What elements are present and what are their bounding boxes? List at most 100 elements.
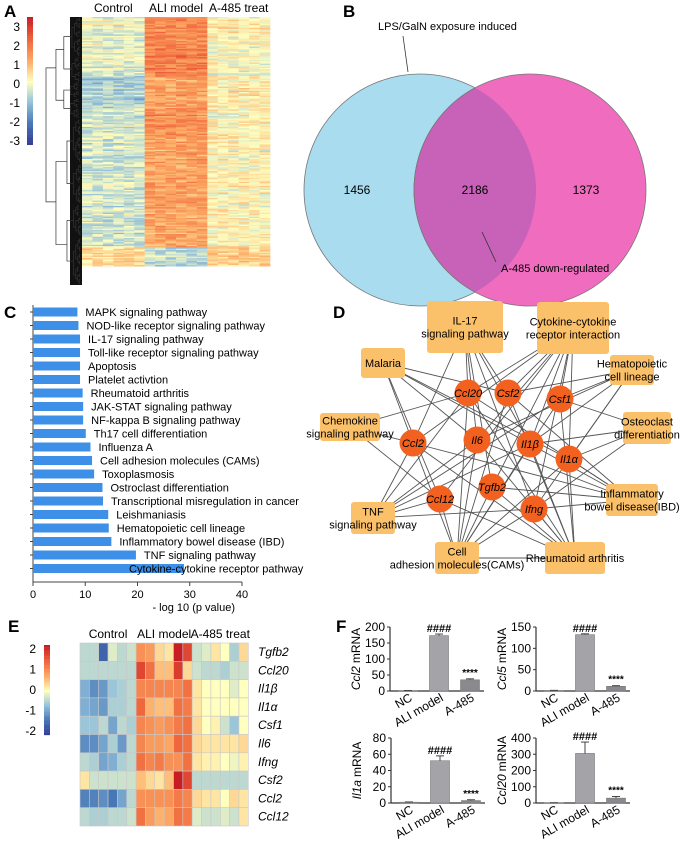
heatmap-cell <box>238 215 250 217</box>
gene-node-Csf1[interactable]: Csf1 <box>546 385 574 413</box>
heatmap-cell <box>228 251 239 254</box>
gene-node-Ccl12[interactable]: Ccl12 <box>426 485 454 513</box>
heatmap-cell <box>92 256 104 259</box>
heatmap-cell <box>259 23 271 26</box>
heatmap-cell <box>82 63 93 66</box>
gene-node-Ccl2[interactable]: Ccl2 <box>399 429 427 457</box>
heatmap-cell <box>207 228 219 231</box>
gene-node-Tgfb2[interactable]: Tgfb2 <box>478 473 506 501</box>
heatmap-cell <box>92 165 104 168</box>
heatmap-cell <box>259 128 271 130</box>
heatmap-cell <box>155 236 166 239</box>
pathway-node-malaria[interactable]: Malaria <box>361 348 405 378</box>
heatmap-cell <box>135 642 146 662</box>
gene-node-Ccl20[interactable]: Ccl20 <box>454 379 483 407</box>
heatmap-cell <box>113 118 125 121</box>
heatmap-cell <box>155 69 166 71</box>
heatmap-cell <box>155 215 166 217</box>
heatmap-cell <box>155 120 166 122</box>
gene-node-Ifng[interactable]: Ifng <box>520 495 548 523</box>
heatmap-cell <box>238 104 250 106</box>
heatmap-cell <box>259 50 271 53</box>
dendrogram-branch <box>77 152 80 160</box>
heatmap-cell <box>82 77 93 79</box>
heatmap-cell <box>196 116 208 118</box>
heatmap-cell <box>191 734 202 754</box>
bar-label: Inflammatory bowel disease (IBD) <box>119 537 284 549</box>
heatmap-cell <box>144 259 156 262</box>
gene-node-Il1a[interactable]: Il1α <box>555 445 583 473</box>
heatmap-cell <box>217 231 229 234</box>
heatmap-cell <box>217 27 229 30</box>
heatmap-cell <box>82 239 93 242</box>
pathway-node-ra[interactable]: Rheumatoid arthritis <box>526 542 625 574</box>
gene-node-Csf2[interactable]: Csf2 <box>494 379 522 407</box>
heatmap-cell <box>186 112 198 114</box>
heatmap-cell <box>207 65 219 67</box>
heatmap-cell <box>144 59 156 62</box>
heatmap-cell <box>165 183 177 185</box>
gene-node-Il6[interactable]: Il6 <box>463 426 491 454</box>
heatmap-cell <box>92 112 104 114</box>
heatmap-cell <box>113 84 125 86</box>
heatmap-cell <box>238 181 250 184</box>
heatmap-cell <box>217 159 229 161</box>
bar-label: Toxoplasmosis <box>102 469 175 481</box>
y-axis-gene: Il1a <box>350 780 364 800</box>
heatmap-cell <box>249 180 260 183</box>
heatmap-cell <box>186 138 198 141</box>
heatmap-cell <box>113 244 125 247</box>
dendrogram-branch <box>74 41 78 52</box>
heatmap-cell <box>259 120 271 122</box>
heatmap-cell <box>259 89 271 91</box>
heatmap-cell <box>228 264 239 267</box>
heatmap-cell <box>207 109 219 112</box>
heatmap-cell <box>82 173 93 176</box>
y-tick-label: 100 <box>511 780 531 794</box>
heatmap-cell <box>102 203 114 205</box>
heatmap-cell <box>92 179 104 181</box>
heatmap-cell <box>228 102 239 105</box>
heatmap-cell <box>217 141 229 144</box>
heatmap-cell <box>165 251 177 254</box>
heatmap-cell <box>207 124 219 126</box>
heatmap-cell <box>217 223 229 225</box>
heatmap-cell <box>165 97 177 100</box>
heatmap-cell <box>165 239 177 242</box>
heatmap-cell <box>207 122 219 125</box>
gene-node-Il1b[interactable]: Il1β <box>516 430 544 458</box>
bar-label: JAK-STAT signaling pathway <box>91 402 232 414</box>
heatmap-cell <box>238 165 250 168</box>
heatmap-cell <box>259 138 271 141</box>
heatmap-cell <box>102 109 114 112</box>
heatmap-cell <box>134 179 145 181</box>
heatmap-cell <box>102 49 114 51</box>
bar-label: Rheumatoid arthritis <box>91 388 190 400</box>
heatmap-cell <box>155 109 166 112</box>
heatmap-cell <box>217 45 229 47</box>
heatmap-cell <box>217 168 229 171</box>
heatmap-cell <box>238 222 250 224</box>
heatmap-cell <box>249 136 260 138</box>
heatmap-cell <box>196 140 208 142</box>
heatmap-cell <box>82 213 93 216</box>
heatmap-cell <box>238 180 250 183</box>
heatmap-cell <box>92 66 104 69</box>
heatmap-cell <box>186 218 198 220</box>
heatmap-cell <box>82 145 93 148</box>
heatmap-cell <box>217 136 229 138</box>
heatmap-cell <box>196 263 208 266</box>
heatmap-cell <box>176 90 187 93</box>
heatmap-cell <box>207 61 219 63</box>
heatmap-cell <box>165 218 177 220</box>
heatmap-cell <box>144 126 156 129</box>
heatmap-cell <box>186 26 198 29</box>
